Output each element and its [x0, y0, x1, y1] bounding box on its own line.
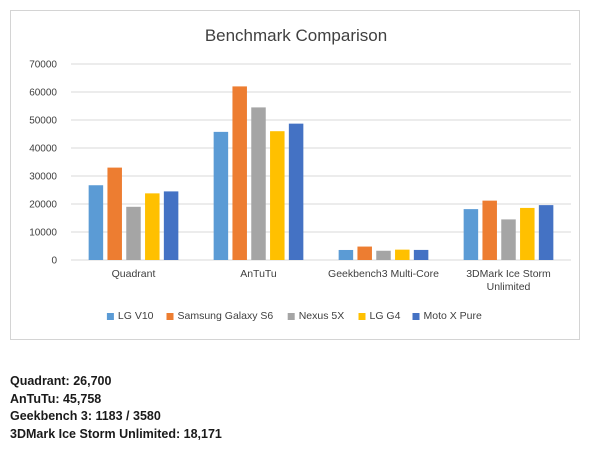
y-tick-label: 30000: [29, 172, 57, 183]
y-tick-label: 10000: [29, 228, 57, 239]
note-3dmark: 3DMark Ice Storm Unlimited: 18,171: [10, 426, 222, 441]
legend-label: LG G4: [370, 310, 401, 322]
legend-swatch: [287, 313, 295, 320]
category-label: 3DMark Ice Storm: [466, 268, 551, 280]
category-label: Quadrant: [112, 268, 156, 280]
category-label: Unlimited: [487, 281, 531, 293]
bar-moto-x-pure: [538, 205, 554, 260]
legend-label: Samsung Galaxy S6: [178, 310, 274, 322]
bar-lg-g4: [270, 131, 285, 260]
bar-lg-v10: [88, 185, 104, 260]
y-tick-label: 20000: [29, 200, 57, 211]
note-quadrant: Quadrant: 26,700: [10, 374, 112, 388]
benchmark-chart: Benchmark Comparison 0 10000 20000 30000 400…: [29, 26, 571, 322]
bar-samsung-galaxy-s6: [482, 200, 497, 260]
legend-label: Moto X Pure: [424, 310, 483, 322]
bar-lg-g4: [395, 249, 410, 260]
y-tick-label: 60000: [29, 88, 57, 99]
chart-title: Benchmark Comparison: [205, 26, 387, 45]
bar-nexus-5x: [376, 250, 391, 260]
category-label: AnTuTu: [240, 268, 277, 280]
category-label: Geekbench3 Multi-Core: [328, 268, 439, 280]
benchmark-notes: Quadrant: 26,700 AnTuTu: 45,758 Geekbenc…: [10, 373, 222, 443]
bar-lg-v10: [213, 131, 229, 260]
chart-frame: Benchmark Comparison 0 10000 20000 30000 400…: [10, 10, 580, 340]
y-axis-ticks: 0 10000 20000 30000 40000 50000 60000 70000: [29, 60, 57, 267]
bar-nexus-5x: [126, 206, 141, 260]
legend-swatch: [106, 313, 114, 320]
bar-lg-g4: [145, 193, 160, 260]
bar-moto-x-pure: [288, 123, 304, 260]
bar-nexus-5x: [251, 107, 266, 261]
legend: LG V10 Samsung Galaxy S6 Nexus 5X LG G4 Moto…: [106, 310, 483, 322]
legend-swatch: [412, 313, 420, 320]
bar-samsung-galaxy-s6: [107, 167, 122, 260]
bar-lg-g4: [520, 207, 535, 260]
y-tick-label: 50000: [29, 116, 57, 127]
legend-swatch: [358, 313, 366, 320]
legend-label: LG V10: [118, 310, 154, 322]
bar-moto-x-pure: [413, 249, 429, 260]
bar-lg-v10: [463, 209, 479, 260]
bar-lg-v10: [338, 249, 354, 260]
y-tick-label: 40000: [29, 144, 57, 155]
y-tick-label: 0: [51, 256, 57, 267]
bar-samsung-galaxy-s6: [232, 86, 247, 261]
note-antutu: AnTuTu: 45,758: [10, 391, 102, 406]
y-tick-label: 70000: [29, 60, 57, 71]
legend-label: Nexus 5X: [299, 310, 345, 322]
bars: [88, 86, 554, 261]
bar-nexus-5x: [501, 219, 516, 260]
legend-swatch: [166, 313, 174, 320]
bar-samsung-galaxy-s6: [357, 246, 372, 260]
x-axis-categories: Quadrant AnTuTu Geekbench3 Multi-Core 3DMar…: [112, 268, 551, 293]
bar-moto-x-pure: [163, 191, 179, 260]
note-geekbench: Geekbench 3: 1183 / 3580: [10, 409, 161, 423]
